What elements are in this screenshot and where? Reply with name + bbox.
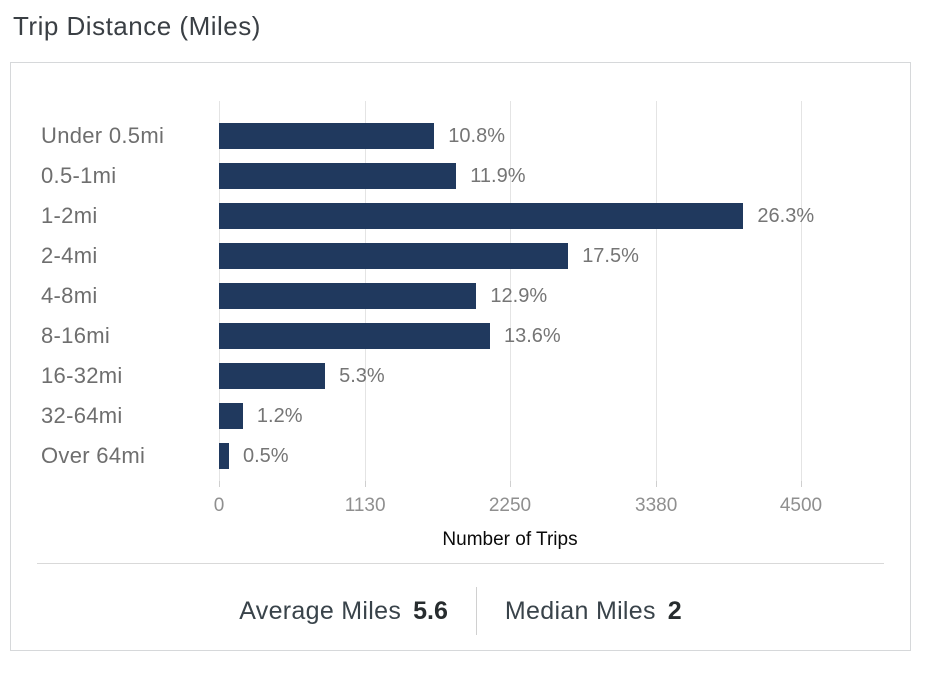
category-label: Over 64mi bbox=[41, 443, 146, 468]
bar-row: Over 64mi 0.5% bbox=[11, 436, 910, 476]
average-miles-stat: Average Miles 5.6 bbox=[239, 597, 448, 626]
bar-row: Under 0.5mi 10.8% bbox=[11, 116, 910, 156]
category-label: 2-4mi bbox=[41, 243, 98, 268]
summary-stats: Average Miles 5.6 Median Miles 2 bbox=[11, 579, 910, 643]
bar-track: 17.5% bbox=[219, 236, 910, 276]
x-tick-mark bbox=[219, 481, 220, 487]
bar-row: 32-64mi 1.2% bbox=[11, 396, 910, 436]
percent-label: 17.5% bbox=[582, 244, 639, 267]
percent-label: 13.6% bbox=[504, 324, 561, 347]
percent-label: 10.8% bbox=[448, 124, 506, 147]
x-tick-label: 0 bbox=[213, 495, 225, 516]
bar[interactable] bbox=[219, 163, 457, 189]
bar-row: 2-4mi 17.5% bbox=[11, 236, 910, 276]
footer-divider bbox=[37, 563, 884, 564]
bar-track: 13.6% bbox=[219, 316, 910, 356]
median-miles-label: Median Miles bbox=[504, 596, 656, 625]
bar[interactable] bbox=[219, 323, 490, 349]
bar[interactable] bbox=[219, 403, 243, 429]
percent-label: 12.9% bbox=[490, 284, 548, 307]
bar-row: 16-32mi 5.3% bbox=[11, 356, 910, 396]
category-label: 8-16mi bbox=[41, 323, 111, 348]
bar[interactable] bbox=[219, 203, 744, 229]
average-miles-label: Average Miles bbox=[239, 596, 402, 625]
bar-row: 1-2mi 26.3% bbox=[11, 196, 910, 236]
x-tick-mark bbox=[510, 481, 511, 487]
percent-label: 26.3% bbox=[757, 204, 815, 227]
x-tick-label: 4500 bbox=[779, 495, 823, 516]
percent-label: 5.3% bbox=[339, 364, 385, 387]
bar-chart: Under 0.5mi 10.8% 0.5-1mi 11.9% 1-2mi 26.3% 2-… bbox=[11, 116, 910, 476]
category-label: 32-64mi bbox=[41, 403, 123, 428]
x-tick-label: 3380 bbox=[635, 495, 678, 516]
bar-track: 10.8% bbox=[219, 116, 910, 156]
bar-row: 4-8mi 12.9% bbox=[11, 276, 910, 316]
category-label: Under 0.5mi bbox=[41, 123, 165, 148]
bar-row: 8-16mi 13.6% bbox=[11, 316, 910, 356]
percent-label: 11.9% bbox=[470, 164, 526, 187]
bar[interactable] bbox=[219, 283, 477, 309]
category-label: 16-32mi bbox=[41, 363, 123, 388]
x-tick-mark bbox=[365, 481, 367, 487]
x-tick-mark bbox=[656, 481, 658, 487]
category-label: 1-2mi bbox=[41, 203, 98, 228]
page-title: Trip Distance (Miles) bbox=[13, 11, 261, 41]
percent-label: 0.5% bbox=[243, 444, 289, 467]
x-tick-label: 1130 bbox=[344, 495, 386, 516]
bar-track: 0.5% bbox=[219, 436, 910, 476]
x-tick-mark bbox=[801, 481, 802, 487]
x-axis-title: Number of Trips bbox=[442, 529, 578, 550]
median-miles-stat: Median Miles 2 bbox=[505, 597, 682, 626]
category-label: 0.5-1mi bbox=[41, 163, 117, 188]
bar-track: 11.9% bbox=[219, 156, 910, 196]
bar-track: 12.9% bbox=[219, 276, 910, 316]
bar-track: 26.3% bbox=[219, 196, 910, 236]
bar[interactable] bbox=[219, 363, 326, 389]
bar[interactable] bbox=[219, 243, 569, 269]
bar[interactable] bbox=[219, 443, 229, 469]
category-label: 4-8mi bbox=[41, 283, 98, 308]
median-miles-value: 2 bbox=[667, 596, 682, 625]
stat-separator bbox=[475, 587, 477, 635]
bar-row: 0.5-1mi 11.9% bbox=[11, 156, 910, 196]
x-axis-tick-marks bbox=[219, 481, 819, 487]
x-axis-tick-labels: 0 1130 2250 3380 4500 bbox=[214, 495, 823, 517]
bar-track: 1.2% bbox=[219, 396, 910, 436]
average-miles-value: 5.6 bbox=[413, 596, 448, 625]
bar-track: 5.3% bbox=[219, 356, 910, 396]
bar[interactable] bbox=[219, 123, 435, 149]
x-tick-label: 2250 bbox=[488, 495, 532, 516]
percent-label: 1.2% bbox=[256, 404, 303, 427]
chart-card: Under 0.5mi 10.8% 0.5-1mi 11.9% 1-2mi 26.3% 2-… bbox=[10, 62, 911, 651]
